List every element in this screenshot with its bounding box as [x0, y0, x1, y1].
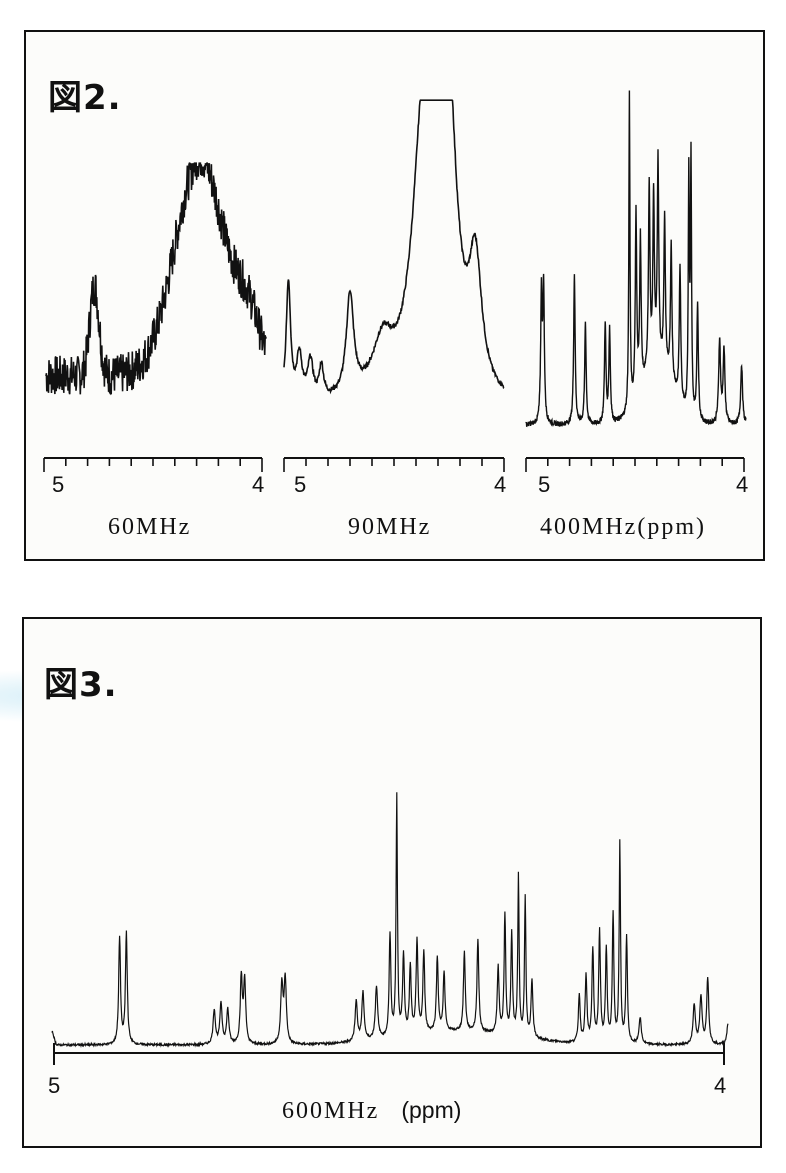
tick-4-60mhz: 4 — [252, 472, 265, 497]
label-400mhz: 400MHz(ppm) — [540, 514, 706, 540]
tick-5-400mhz: 5 — [538, 472, 551, 497]
figure-3-axis — [53, 1043, 725, 1065]
spectrum-90mhz — [283, 99, 505, 395]
tick-5-600mhz: 5 — [48, 1073, 61, 1098]
tick-4-90mhz: 4 — [494, 472, 507, 497]
tick-4-400mhz: 4 — [736, 472, 749, 497]
spectrum-line-600mhz — [51, 792, 729, 1048]
tick-4-600mhz: 4 — [714, 1073, 727, 1098]
tick-5-90mhz: 5 — [294, 472, 307, 497]
label-ppm-unit: (ppm) — [401, 1097, 462, 1123]
figure-2-frame: 図2. 5 4 5 4 5 4 60MHz 90MHz 400MHz(ppm) — [24, 30, 765, 561]
figure-2-label: 図2. — [48, 78, 122, 118]
spectrum-400mhz — [525, 90, 747, 428]
figure-3-frame: 図3. 5 4 600MHz (ppm) — [22, 617, 762, 1148]
spectrum-line-400mhz — [525, 90, 747, 428]
figure-2-axes — [43, 457, 745, 472]
spectrum-line-90mhz — [283, 99, 505, 395]
label-600mhz-text: 600MHz — [282, 1098, 380, 1124]
label-60mhz: 60MHz — [108, 514, 192, 540]
spectrum-600mhz — [51, 792, 729, 1048]
tick-5-60mhz: 5 — [52, 472, 65, 497]
spectrum-60mhz — [45, 162, 267, 396]
figure-3-label: 図3. — [44, 665, 118, 705]
spectrum-line-60mhz — [45, 162, 267, 396]
label-90mhz: 90MHz — [348, 514, 432, 540]
label-600mhz: 600MHz (ppm) — [282, 1097, 461, 1125]
